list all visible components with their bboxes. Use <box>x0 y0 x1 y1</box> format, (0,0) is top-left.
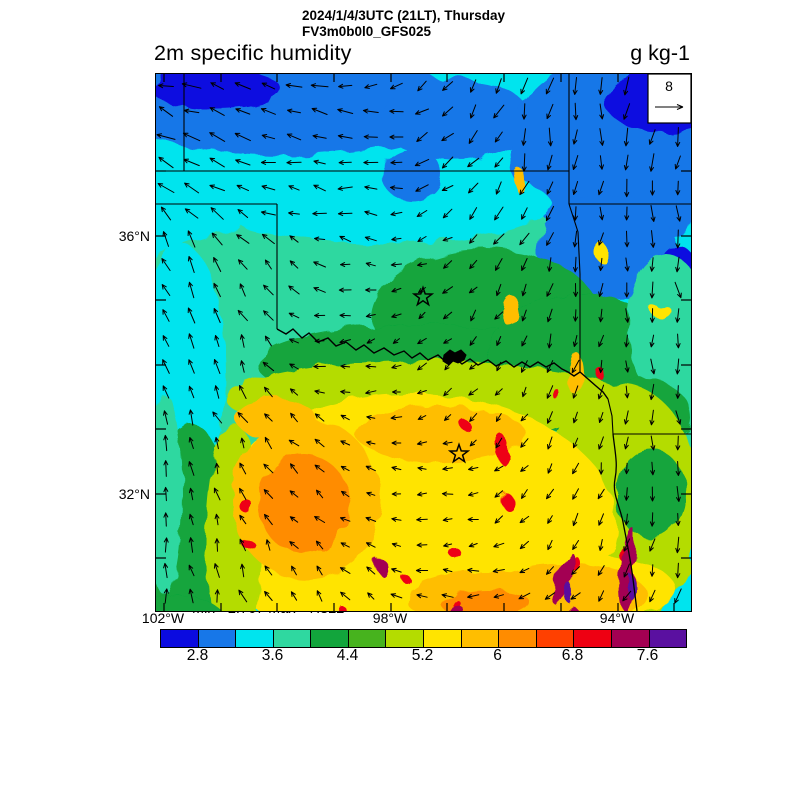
lon-tick-label-94w: 94°W <box>599 610 635 626</box>
colorbar-cell-7 <box>424 630 462 647</box>
variable-title: 2m specific humidity <box>154 41 352 65</box>
reference-arrow-box: 8 <box>647 73 692 124</box>
lon-tick-label-98w: 98°W <box>372 610 408 626</box>
reference-arrow-value: 8 <box>665 78 673 94</box>
colorbar-cell-10 <box>536 630 575 647</box>
colorbar-cell-11 <box>574 630 612 647</box>
colorbar <box>160 629 687 648</box>
humidity-map-svg: 8 <box>83 52 763 684</box>
colorbar-cell-5 <box>348 630 387 647</box>
colorbar-tick-label: 5.2 <box>411 647 434 664</box>
colorbar-cell-2 <box>236 630 274 647</box>
lon-tick-label-102w: 102°W <box>141 610 185 626</box>
colorbar-cell-13 <box>649 630 687 647</box>
colorbar-cell-9 <box>499 630 537 647</box>
colorbar-tick-label: 6 <box>493 647 502 664</box>
colorbar-tick-label: 2.8 <box>186 647 209 664</box>
city-star-marker-0 <box>411 285 435 307</box>
header-block: 2024/1/4/3UTC (21LT), Thursday FV3m0b0l0… <box>302 8 505 40</box>
colorbar-tick-label: 3.6 <box>261 647 284 664</box>
colorbar-cell-4 <box>311 630 349 647</box>
lat-tick-label-36n: 36°N <box>118 228 150 244</box>
humidity-shading <box>83 52 763 684</box>
colorbar-tick-label: 6.8 <box>561 647 584 664</box>
colorbar-tick-label: 4.4 <box>336 647 359 664</box>
city-star-marker-1 <box>447 442 471 464</box>
colorbar-cell-3 <box>273 630 312 647</box>
colorbar-cell-12 <box>611 630 650 647</box>
state-borders <box>156 74 691 612</box>
colorbar-cell-0 <box>161 630 199 647</box>
model-name-title: FV3m0b0l0_GFS025 <box>302 24 432 39</box>
colorbar-tick-label: 7.6 <box>636 647 659 664</box>
valid-time-title: 2024/1/4/3UTC (21LT), Thursday <box>302 8 506 23</box>
lake-texoma <box>442 349 467 366</box>
units-label: g kg-1 <box>630 41 690 65</box>
colorbar-cell-1 <box>198 630 237 647</box>
colorbar-cell-8 <box>461 630 500 647</box>
colorbar-cell-6 <box>386 630 425 647</box>
axis-ticks <box>156 74 691 611</box>
map-canvas: 8 <box>83 52 763 684</box>
wind-arrows <box>156 76 682 604</box>
lat-tick-label-32n: 32°N <box>118 486 150 502</box>
